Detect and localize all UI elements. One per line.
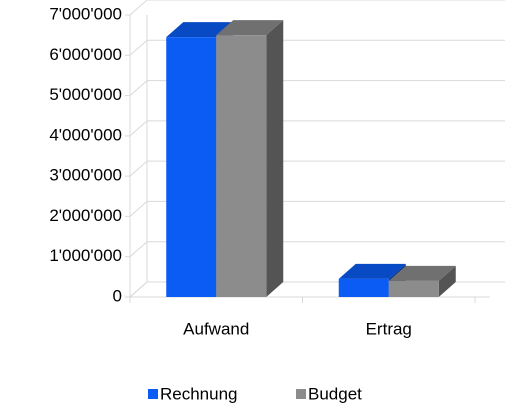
grid-line	[125, 241, 505, 258]
legend-label: Rechnung	[160, 384, 238, 403]
bar	[388, 280, 439, 297]
y-tick-label: 5'000'000	[49, 85, 122, 104]
grid-line	[125, 39, 505, 56]
bar-side	[266, 20, 284, 298]
y-tick-label: 3'000'000	[49, 166, 122, 185]
y-tick-label: 0	[113, 286, 122, 305]
y-tick-label: 7'000'000	[49, 4, 122, 23]
bar	[166, 37, 217, 298]
grid-line	[125, 0, 505, 16]
bar-top	[388, 265, 456, 281]
y-tick-label: 1'000'000	[49, 246, 122, 265]
grid-line	[125, 281, 505, 298]
legend-swatch	[148, 389, 158, 399]
bar-top	[216, 20, 284, 36]
grid-line	[125, 200, 505, 217]
legend-label: Budget	[308, 384, 362, 403]
bar	[338, 278, 389, 297]
bar-side	[438, 265, 456, 297]
x-tick-label: Aufwand	[183, 319, 249, 338]
y-tick-label: 4'000'000	[49, 125, 122, 144]
bar-top	[338, 263, 406, 279]
bar-top	[166, 22, 234, 38]
bar	[216, 35, 267, 298]
grid-line	[125, 120, 505, 137]
y-tick-label: 2'000'000	[49, 206, 122, 225]
y-tick-label: 6'000'000	[49, 45, 122, 64]
grid-line	[125, 160, 505, 177]
legend-swatch	[296, 389, 306, 399]
grid-line	[125, 80, 505, 97]
x-tick-label: Ertrag	[366, 319, 412, 338]
